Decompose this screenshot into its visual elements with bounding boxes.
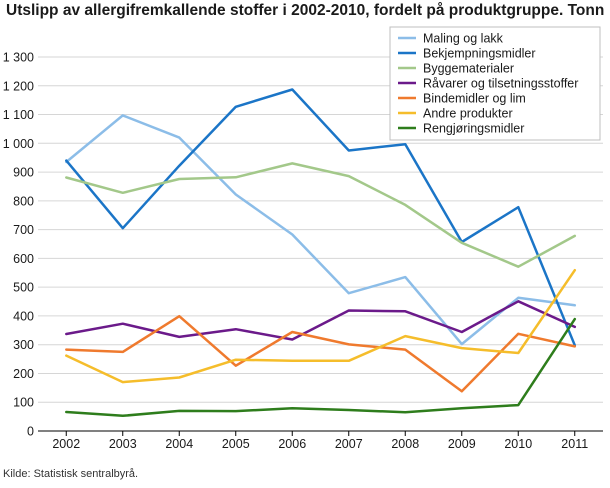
- series-line: [65, 314, 577, 393]
- series-line: [65, 317, 577, 418]
- y-tick-label: 1 000: [3, 137, 34, 151]
- y-tick-label: 900: [13, 166, 34, 180]
- y-tick-label: 400: [13, 309, 34, 323]
- chart-title: Utslipp av allergifremkallende stoffer i…: [6, 2, 605, 19]
- legend-label: Andre produkter: [423, 107, 513, 121]
- y-tick-label: 100: [13, 396, 34, 410]
- x-tick-label: 2004: [165, 437, 193, 451]
- x-tick-label: 2008: [391, 437, 419, 451]
- y-tick-label: 800: [13, 194, 34, 208]
- series-line: [65, 88, 577, 347]
- x-tick-label: 2009: [448, 437, 476, 451]
- x-tick-label: 2010: [504, 437, 532, 451]
- series-lines: [65, 88, 577, 418]
- legend-label: Rengjøringsmidler: [423, 122, 524, 136]
- y-tick-label: 300: [13, 338, 34, 352]
- y-tick-label: 1 300: [3, 51, 34, 65]
- legend-box: [389, 26, 601, 141]
- y-tick-label: 600: [13, 252, 34, 266]
- legend-label: Bindemidler og lim: [423, 92, 526, 106]
- legend-label: Bekjempningsmidler: [423, 47, 536, 61]
- series-line: [65, 162, 577, 268]
- legend-label: Råvarer og tilsetningsstoffer: [423, 77, 578, 91]
- axes: 0 100 200 300 400 500 600 700 800 900 1 000 1 100 1 …: [3, 51, 603, 451]
- y-tick-label: 0: [27, 425, 34, 439]
- y-tick-label: 200: [13, 367, 34, 381]
- legend-label: Maling og lakk: [423, 32, 504, 46]
- x-tick-label: 2011: [561, 437, 588, 451]
- series-line: [65, 268, 577, 384]
- x-tick-label: 2006: [278, 437, 306, 451]
- series-line: [65, 114, 577, 346]
- y-tick-label: 500: [13, 281, 34, 295]
- y-tick-label: 1 100: [3, 108, 34, 122]
- x-tick-label: 2007: [335, 437, 363, 451]
- y-tick-label: 1 200: [3, 79, 34, 93]
- legend-label: Byggematerialer: [423, 62, 514, 76]
- legend: Maling og lakkBekjempningsmidlerByggemat…: [389, 26, 601, 141]
- y-tick-label: 700: [13, 223, 34, 237]
- source-note: Kilde: Statistisk sentralbyrå.: [3, 468, 139, 480]
- x-tick-label: 2003: [109, 437, 137, 451]
- x-tick-label: 2005: [222, 437, 250, 451]
- series-line: [65, 300, 577, 341]
- x-tick-label: 2002: [52, 437, 80, 451]
